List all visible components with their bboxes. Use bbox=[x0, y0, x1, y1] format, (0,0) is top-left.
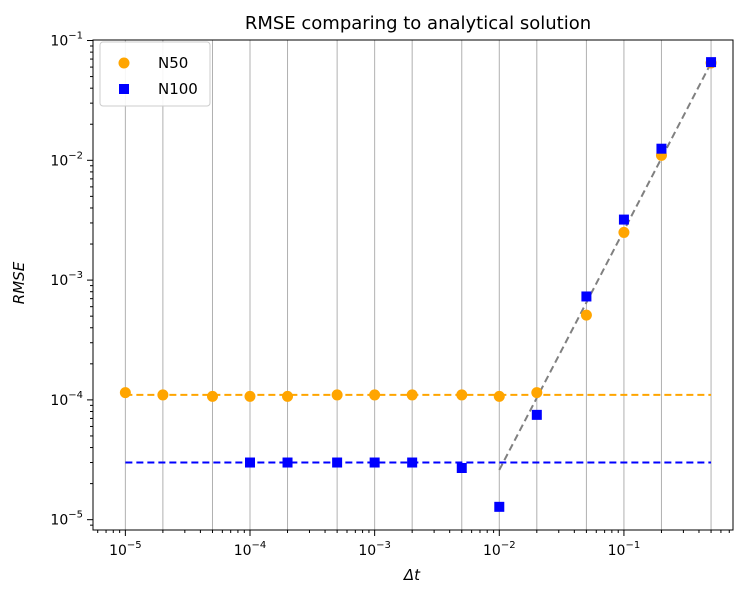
y-tick-label: 10−1 bbox=[50, 31, 83, 50]
data-point bbox=[494, 501, 505, 512]
data-point bbox=[206, 390, 218, 402]
data-point bbox=[331, 389, 343, 401]
reference-line bbox=[498, 62, 712, 471]
data-point bbox=[706, 57, 717, 68]
legend-marker-n100 bbox=[119, 84, 129, 94]
data-point bbox=[282, 457, 293, 468]
x-tick-label: 10−4 bbox=[234, 540, 267, 559]
x-tick-label: 10−5 bbox=[109, 540, 142, 559]
data-point bbox=[656, 143, 667, 154]
data-point bbox=[581, 291, 592, 302]
data-point bbox=[406, 389, 418, 401]
x-tick-label: 10−3 bbox=[358, 540, 391, 559]
data-point bbox=[580, 309, 592, 321]
grid bbox=[124, 40, 712, 530]
data-point bbox=[369, 389, 381, 401]
y-axis-label: RMSE bbox=[10, 261, 28, 304]
data-point bbox=[245, 457, 256, 468]
x-tick-label: 10−2 bbox=[483, 540, 516, 559]
x-axis-ticks: 10−5 10−4 10−3 10−2 10−1 bbox=[97, 530, 730, 559]
data-point bbox=[531, 409, 542, 420]
data-point bbox=[282, 390, 294, 402]
legend-label-n100: N100 bbox=[158, 80, 198, 98]
data-point bbox=[618, 226, 630, 238]
y-tick-label: 10−4 bbox=[50, 390, 83, 409]
y-tick-label: 10−5 bbox=[50, 510, 83, 529]
data-series bbox=[119, 57, 717, 512]
data-point bbox=[493, 390, 505, 402]
y-axis-ticks: 10−5 10−4 10−3 10−2 10−1 bbox=[50, 31, 93, 529]
data-point bbox=[618, 214, 629, 225]
series-n50 bbox=[119, 57, 717, 402]
data-point bbox=[119, 387, 131, 399]
plot-frame bbox=[92, 39, 734, 531]
y-tick-label: 10−3 bbox=[50, 270, 83, 289]
data-point bbox=[407, 457, 418, 468]
x-axis-label: Δt bbox=[403, 566, 421, 584]
x-tick-label: 10−1 bbox=[608, 540, 641, 559]
data-point bbox=[531, 387, 543, 399]
legend-marker-n50 bbox=[118, 57, 130, 69]
data-point bbox=[332, 457, 343, 468]
legend: N50 N100 bbox=[99, 41, 211, 107]
series-n100 bbox=[245, 57, 717, 512]
chart-title: RMSE comparing to analytical solution bbox=[245, 13, 591, 34]
legend-label-n50: N50 bbox=[158, 54, 188, 72]
data-point bbox=[244, 390, 256, 402]
data-point bbox=[157, 389, 169, 401]
data-point bbox=[369, 457, 380, 468]
reference-lines bbox=[125, 62, 712, 471]
y-tick-label: 10−2 bbox=[50, 150, 83, 169]
data-point bbox=[456, 389, 468, 401]
data-point bbox=[456, 463, 467, 474]
